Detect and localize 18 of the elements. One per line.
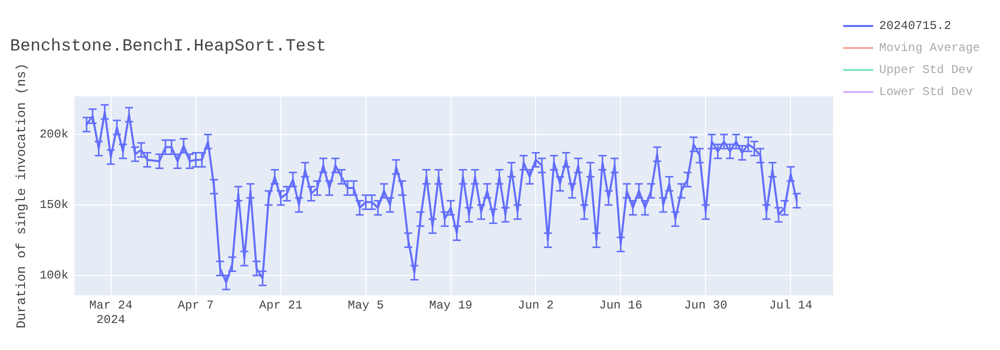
- y-tick-label: 200k: [40, 128, 68, 142]
- x-tick-label: Jun 16: [599, 298, 642, 313]
- x-tick-label: Apr 21: [259, 298, 302, 313]
- chart-title: Benchstone.BenchI.HeapSort.Test: [10, 38, 326, 57]
- x-tick-label: Apr 7: [178, 298, 214, 313]
- x-tick-label: May 5: [348, 298, 384, 313]
- y-axis-title: Duration of single invocation (ns): [14, 63, 30, 328]
- y-tick-label: 100k: [40, 268, 68, 283]
- x-tick-label: Jun 2: [518, 298, 554, 313]
- legend-label: Upper Std Dev: [879, 63, 973, 78]
- legend-label: 20240715.2: [879, 19, 952, 34]
- x-tick-label: Mar 24 2024: [89, 298, 132, 327]
- legend-label: Lower Std Dev: [879, 85, 973, 100]
- legend-label: Moving Average: [879, 41, 980, 56]
- y-tick-label: 150k: [40, 198, 68, 212]
- x-tick-label: Jul 14: [769, 298, 812, 313]
- x-tick-label: Jun 30: [684, 298, 728, 313]
- x-tick-label: May 19: [429, 298, 472, 313]
